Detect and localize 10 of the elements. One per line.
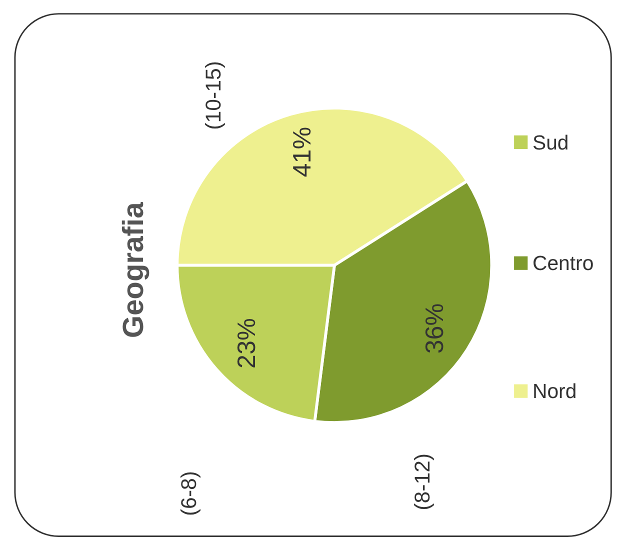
text: (10-15) bbox=[202, 60, 226, 130]
data-label: 36% bbox=[420, 303, 449, 354]
data-label: 23% bbox=[232, 318, 261, 369]
legend-label: Nord bbox=[532, 381, 577, 404]
legend-label: Sud bbox=[532, 132, 569, 154]
data-label: 41% bbox=[288, 126, 316, 178]
legend-label: Centro bbox=[532, 253, 594, 276]
text: (6-8) bbox=[177, 470, 202, 516]
text: (8-12) bbox=[410, 453, 434, 510]
text: Geografia bbox=[118, 201, 150, 338]
